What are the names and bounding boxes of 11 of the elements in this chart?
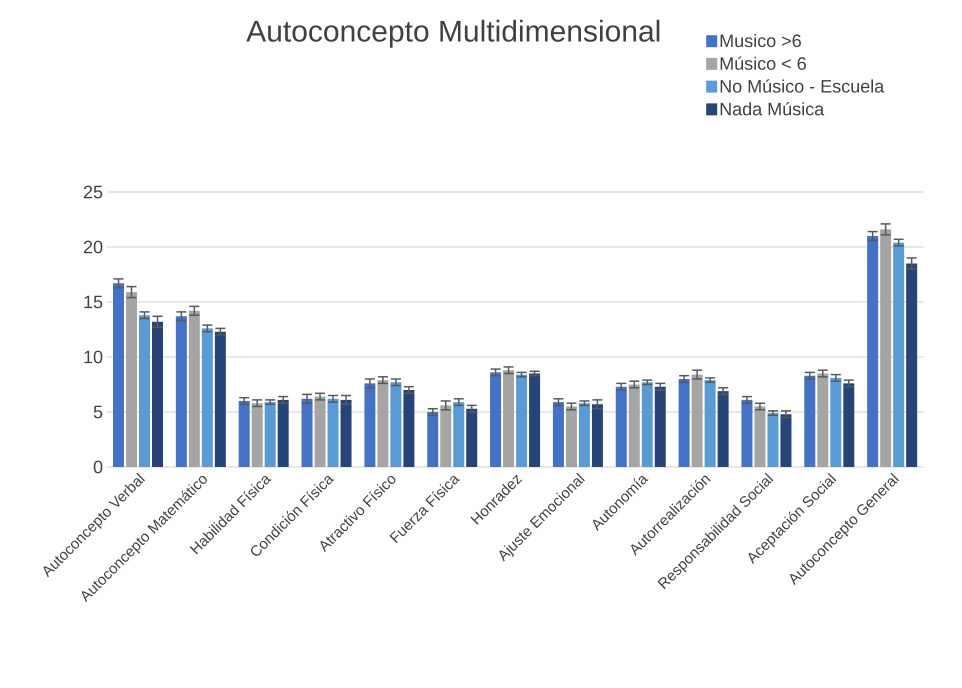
y-tick-label: 10 <box>84 350 102 364</box>
legend-label: Músico < 6 <box>720 56 806 70</box>
legend-label: No Músico - Escuela <box>720 79 884 93</box>
y-tick-label: 0 <box>94 460 102 474</box>
chart-title: Autoconcepto Multidimensional <box>246 20 660 48</box>
y-tick-label: 15 <box>84 296 102 308</box>
y-tick-label: 25 <box>84 186 102 198</box>
y-tick-label: 20 <box>84 240 102 254</box>
y-tick-label: 5 <box>94 406 102 418</box>
legend-label: Musico >6 <box>720 34 801 48</box>
legend-label: Nada Música <box>720 102 824 116</box>
